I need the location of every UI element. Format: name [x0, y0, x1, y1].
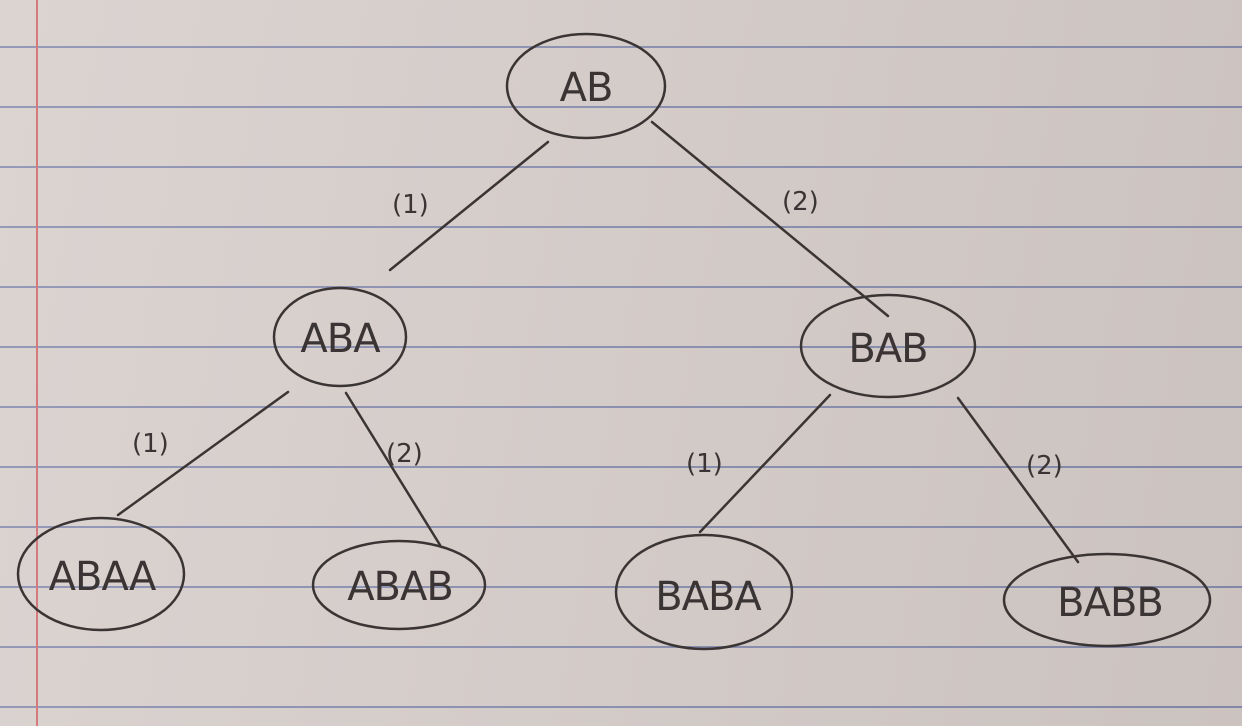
edge-label-root-aba: (1)	[392, 190, 429, 220]
node-aba-label: ABA	[300, 316, 381, 362]
node-babb-label: BABB	[1057, 580, 1163, 626]
node-baba-ellipse	[614, 533, 794, 651]
edge-bab-babb	[956, 396, 1080, 564]
edge-label-bab-baba: (1)	[686, 449, 723, 479]
edge-label-bab-babb: (2)	[1026, 451, 1063, 481]
node-bab-label: BAB	[848, 326, 927, 372]
node-abab-ellipse	[311, 539, 487, 631]
node-abaa-label: ABAA	[49, 554, 157, 600]
edge-aba-abaa	[116, 390, 290, 517]
node-root-ellipse	[505, 32, 667, 140]
edge-aba-abab	[344, 391, 442, 547]
edge-bab-baba	[698, 393, 832, 534]
edge-label-aba-abaa: (1)	[132, 429, 169, 459]
margin-line	[36, 0, 38, 726]
node-baba-label: BABA	[655, 574, 762, 620]
edge-root-bab	[650, 120, 890, 318]
edge-root-aba	[388, 140, 550, 272]
edge-label-root-bab: (2)	[782, 187, 819, 217]
node-root-label: AB	[560, 65, 613, 111]
node-abab-label: ABAB	[347, 564, 453, 610]
node-babb-ellipse	[1002, 552, 1212, 648]
edge-label-aba-abab: (2)	[386, 439, 423, 469]
node-abaa-ellipse	[16, 516, 186, 632]
node-aba-ellipse	[272, 286, 408, 388]
node-bab-ellipse	[799, 293, 977, 399]
